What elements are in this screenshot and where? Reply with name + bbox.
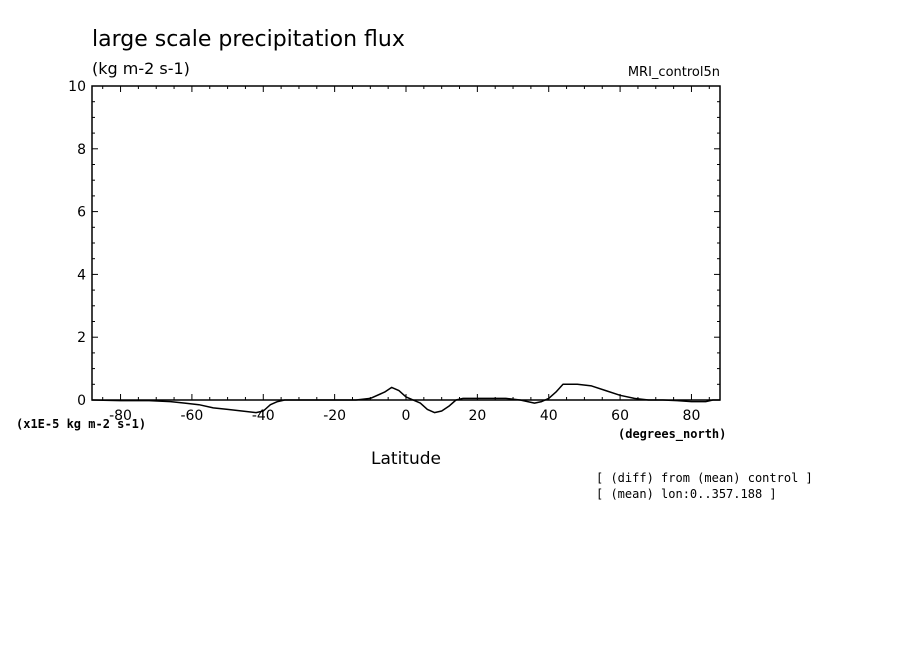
units-label: (kg m-2 s-1)	[92, 59, 190, 78]
x-tick-label: 40	[540, 408, 558, 424]
note-diff: [ (diff) from (mean) control ]	[596, 471, 813, 485]
x-units-label: (degrees_north)	[618, 427, 726, 442]
y-axis: 0 2 4 6 8 10	[68, 79, 720, 409]
x-tick-label: -80	[109, 408, 132, 424]
y-tick-label: 6	[77, 205, 86, 221]
plot-frame	[91, 85, 721, 401]
chart-title: large scale precipitation flux	[92, 27, 405, 52]
x-axis-label: Latitude	[371, 449, 441, 469]
y-scale-label: (x1E-5 kg m-2 s-1)	[16, 417, 146, 431]
y-tick-label: 10	[68, 79, 86, 95]
x-tick-label: 0	[402, 408, 411, 424]
x-tick-label: -20	[323, 408, 346, 424]
note-mean: [ (mean) lon:0..357.188 ]	[596, 487, 777, 501]
series-line	[91, 383, 720, 414]
x-tick-label: 60	[611, 408, 629, 424]
data-series	[91, 383, 720, 414]
dataset-label: MRI_control5n	[628, 65, 720, 80]
y-tick-label: 4	[77, 267, 86, 283]
x-tick-label: 80	[683, 408, 701, 424]
x-axis: -80 -60 -40 -20 0 20 40 60 80	[102, 86, 710, 424]
y-tick-label: 0	[77, 393, 86, 409]
x-tick-label: -60	[180, 408, 203, 424]
y-tick-label: 2	[77, 330, 86, 346]
y-tick-label: 8	[77, 142, 86, 158]
x-tick-label: 20	[468, 408, 486, 424]
